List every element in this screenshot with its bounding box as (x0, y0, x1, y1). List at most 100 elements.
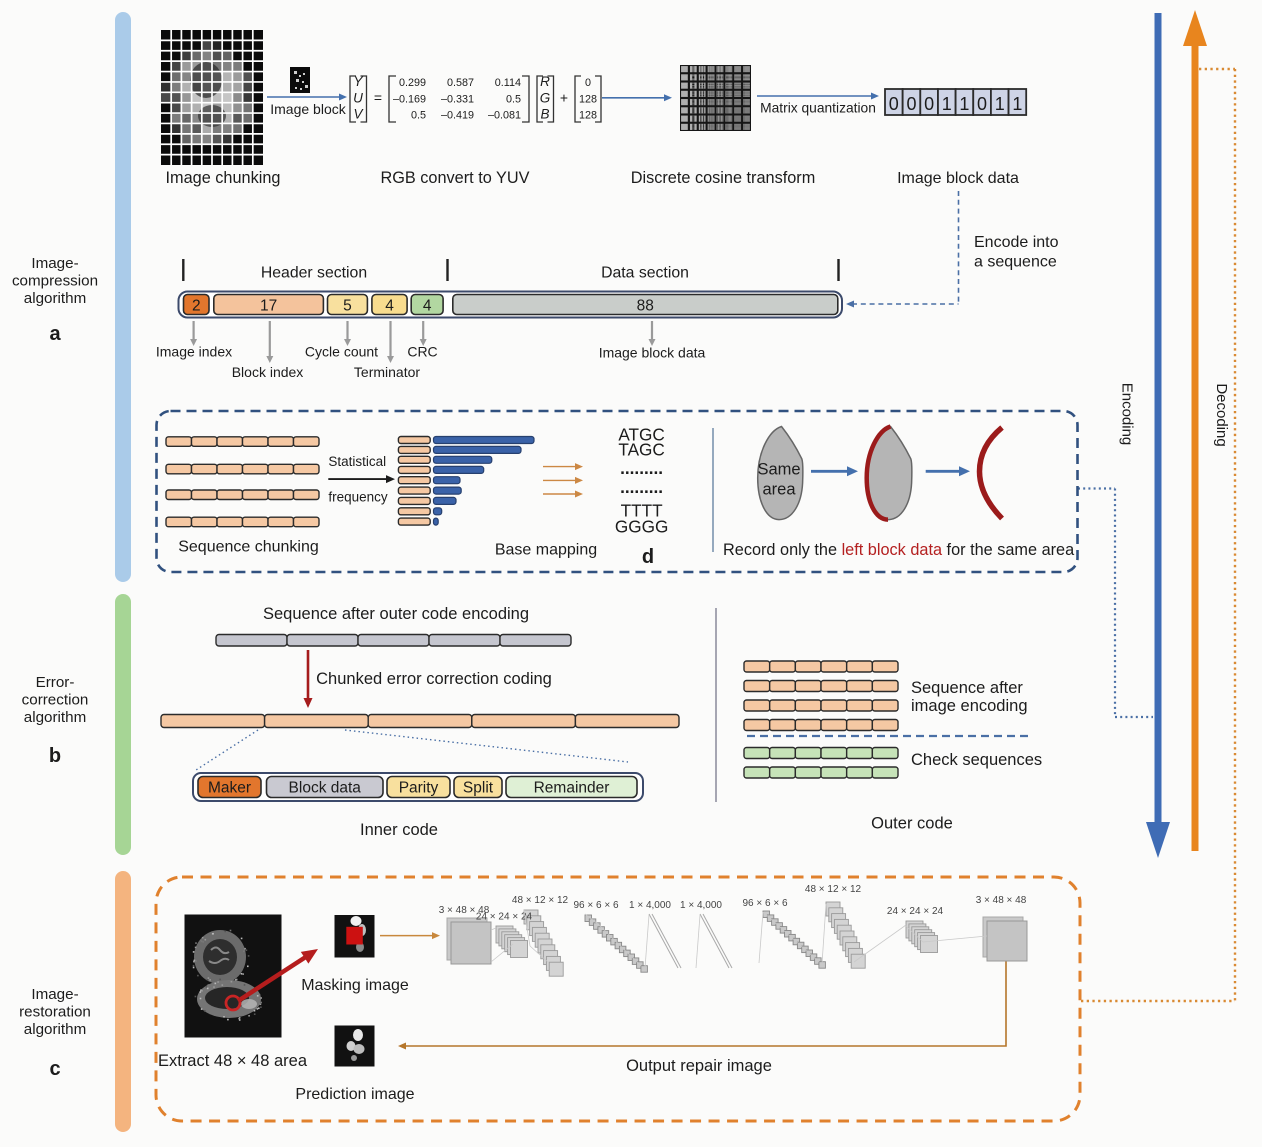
svg-text:Base mapping: Base mapping (495, 542, 597, 559)
svg-text:CRC: CRC (407, 344, 437, 360)
svg-text:a sequence: a sequence (974, 254, 1057, 271)
svg-text:0: 0 (977, 94, 987, 114)
svg-text:48 × 12 × 12: 48 × 12 × 12 (512, 895, 569, 906)
svg-text:Sequence after: Sequence after (911, 679, 1023, 697)
svg-text:–0.169: –0.169 (393, 94, 426, 106)
svg-text:4: 4 (423, 298, 432, 315)
svg-text:Cycle count: Cycle count (305, 344, 378, 360)
svg-text:Remainder: Remainder (534, 780, 610, 797)
svg-text:4: 4 (385, 298, 394, 315)
svg-text:1 × 4,000: 1 × 4,000 (680, 900, 722, 911)
svg-text:Image-: Image- (31, 255, 78, 272)
svg-text:Chunked error correction codin: Chunked error correction coding (316, 670, 552, 688)
svg-text:Image-: Image- (31, 986, 78, 1003)
svg-text:algorithm: algorithm (24, 290, 86, 307)
svg-text:Matrix quantization: Matrix quantization (760, 101, 876, 116)
svg-text:128: 128 (579, 94, 597, 106)
svg-text:Parity: Parity (399, 780, 439, 797)
svg-text:Split: Split (463, 780, 494, 797)
svg-text:Prediction image: Prediction image (295, 1086, 414, 1103)
svg-text:.........: ......... (620, 477, 663, 497)
svg-text:restoration: restoration (19, 1004, 91, 1021)
svg-text:0.5: 0.5 (411, 110, 426, 122)
svg-text:88: 88 (637, 298, 654, 315)
svg-text:Image block: Image block (270, 101, 346, 117)
svg-text:5: 5 (343, 298, 352, 315)
svg-text:a: a (49, 323, 61, 345)
svg-text:0: 0 (889, 94, 899, 114)
svg-text:1 × 4,000: 1 × 4,000 (629, 900, 671, 911)
svg-text:48 × 12 × 12: 48 × 12 × 12 (805, 884, 862, 895)
svg-text:3 × 48 × 48: 3 × 48 × 48 (976, 895, 1027, 906)
svg-text:1: 1 (1012, 94, 1022, 114)
svg-text:Encode into: Encode into (974, 234, 1059, 251)
svg-text:Block index: Block index (232, 364, 304, 380)
svg-text:1: 1 (942, 94, 952, 114)
svg-text:G: G (540, 91, 551, 106)
svg-text:24 × 24 × 24: 24 × 24 × 24 (887, 906, 944, 917)
svg-text:Maker: Maker (208, 780, 251, 797)
svg-text:0: 0 (585, 77, 591, 89)
svg-text:image encoding: image encoding (911, 697, 1028, 715)
svg-text:Discrete cosine transform: Discrete cosine transform (631, 169, 816, 187)
svg-text:d: d (642, 546, 654, 568)
svg-text:Encoding: Encoding (1119, 383, 1136, 446)
svg-text:Statistical: Statistical (328, 454, 386, 469)
svg-text:–0.081: –0.081 (488, 110, 521, 122)
svg-text:algorithm: algorithm (24, 709, 86, 726)
svg-text:U: U (353, 91, 363, 106)
svg-text:Sequence after outer code enco: Sequence after outer code encoding (263, 605, 529, 623)
svg-text:Header section: Header section (261, 265, 367, 282)
svg-text:0: 0 (924, 94, 934, 114)
svg-text:frequency: frequency (328, 489, 388, 504)
svg-text:1: 1 (995, 94, 1005, 114)
svg-text:Same: Same (757, 460, 800, 478)
svg-text:Extract 48 × 48 area: Extract 48 × 48 area (158, 1052, 308, 1070)
svg-text:–0.419: –0.419 (441, 110, 474, 122)
svg-text:B: B (540, 107, 549, 122)
svg-text:RGB convert to YUV: RGB convert to YUV (380, 169, 529, 187)
svg-text:algorithm: algorithm (24, 1021, 86, 1038)
svg-text:128: 128 (579, 110, 597, 122)
svg-text:Sequence chunking: Sequence chunking (178, 539, 319, 556)
svg-text:Image chunking: Image chunking (166, 169, 281, 187)
svg-text:0.5: 0.5 (506, 94, 521, 106)
svg-text:c: c (49, 1058, 60, 1080)
svg-text:Error-: Error- (36, 674, 75, 691)
svg-text:TAGC: TAGC (618, 440, 664, 460)
svg-text:Check sequences: Check sequences (911, 751, 1042, 769)
svg-text:b: b (49, 745, 61, 767)
svg-text:Y: Y (353, 74, 363, 89)
svg-text:0.299: 0.299 (399, 77, 426, 89)
svg-text:96 × 6 × 6: 96 × 6 × 6 (573, 900, 618, 911)
svg-text:Decoding: Decoding (1213, 383, 1230, 446)
svg-text:Terminator: Terminator (354, 364, 420, 380)
svg-text:Data section: Data section (601, 265, 689, 282)
svg-text:Block data: Block data (289, 780, 362, 797)
svg-text:Record only the left block dat: Record only the left block data for the … (723, 541, 1075, 559)
svg-text:compression: compression (12, 273, 98, 290)
svg-text:area: area (762, 480, 796, 498)
svg-text:Output repair image: Output repair image (626, 1057, 772, 1075)
svg-text:R: R (540, 74, 550, 89)
svg-text:correction: correction (22, 692, 89, 709)
svg-text:2: 2 (192, 298, 201, 315)
svg-text:Outer code: Outer code (871, 815, 953, 833)
svg-text:Image block data: Image block data (897, 170, 1019, 187)
svg-text:96 × 6 × 6: 96 × 6 × 6 (742, 898, 787, 909)
svg-text:1: 1 (959, 94, 969, 114)
svg-text:–0.331: –0.331 (441, 94, 474, 106)
svg-text:0: 0 (906, 94, 916, 114)
svg-text:Image index: Image index (156, 344, 232, 360)
svg-text:+: + (560, 90, 568, 106)
svg-text:GGGG: GGGG (615, 517, 668, 537)
svg-text:0.587: 0.587 (447, 77, 474, 89)
svg-text:24 × 24 × 24: 24 × 24 × 24 (476, 912, 533, 923)
svg-text:Inner code: Inner code (360, 821, 438, 839)
svg-text:0.114: 0.114 (495, 77, 521, 89)
svg-text:17: 17 (260, 298, 277, 315)
svg-text:Masking image: Masking image (301, 977, 409, 994)
svg-text:Image block data: Image block data (599, 345, 706, 361)
svg-text:=: = (374, 90, 382, 106)
svg-text:.........: ......... (620, 458, 663, 478)
